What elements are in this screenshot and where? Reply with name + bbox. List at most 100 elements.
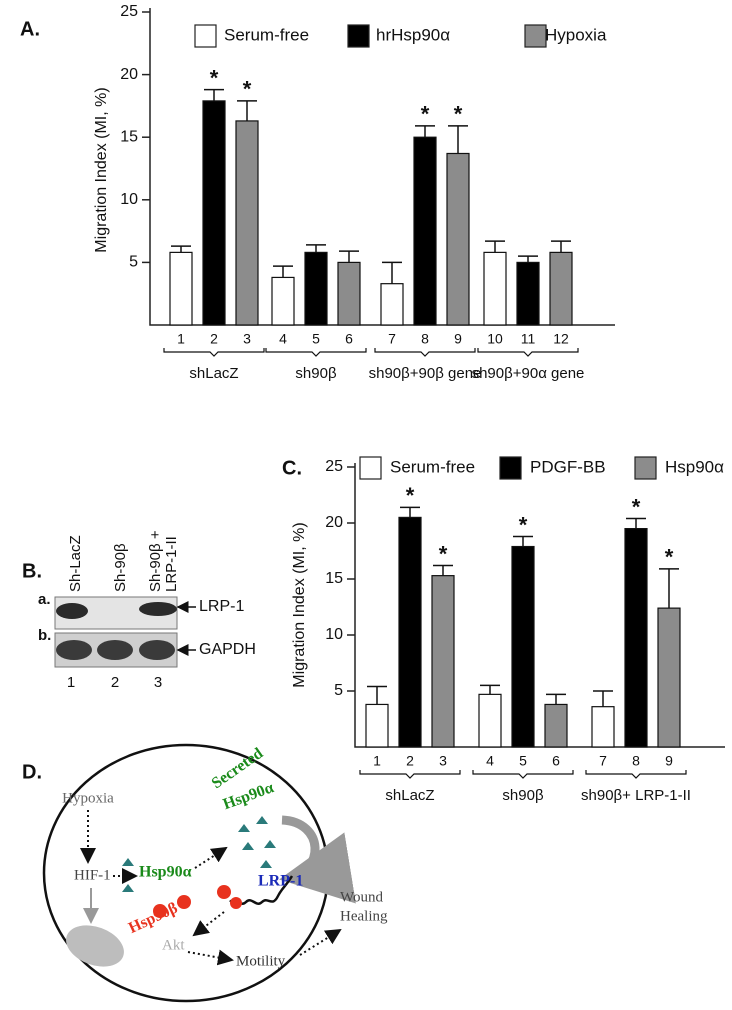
legend-swatch <box>634 456 657 480</box>
lane-label: LRP-1-II <box>163 536 180 592</box>
label: Healing <box>340 908 388 924</box>
icon <box>217 885 231 899</box>
x-tick-label: sh90β+90α gene <box>472 365 585 382</box>
bar <box>478 693 502 748</box>
protein-label: GAPDH <box>199 641 256 658</box>
y-tick-label: 20 <box>120 66 138 83</box>
label: LRP-1 <box>258 873 303 890</box>
bar <box>657 607 681 748</box>
y-tick-label: 10 <box>325 626 343 643</box>
legend-label: Hsp90α <box>665 457 724 476</box>
bar-number: 8 <box>421 331 429 347</box>
bar <box>304 251 328 326</box>
bar-number: 5 <box>519 753 527 769</box>
y-tick-label: 10 <box>120 191 138 208</box>
arrow <box>279 815 356 904</box>
panel-label: C. <box>282 457 302 479</box>
lane-number: 3 <box>154 674 162 691</box>
bar-number: 10 <box>487 331 503 347</box>
bar-number: 1 <box>177 331 185 347</box>
y-tick-label: 25 <box>120 3 138 20</box>
bar <box>591 706 615 748</box>
significance: * <box>243 77 252 102</box>
bar-number: 9 <box>454 331 462 347</box>
legend-label: PDGF-BB <box>530 457 606 476</box>
panel-label: B. <box>22 560 42 582</box>
bar-number: 6 <box>552 753 560 769</box>
bar-number: 4 <box>486 753 494 769</box>
bar-number: 4 <box>279 331 287 347</box>
bar-number: 7 <box>599 753 607 769</box>
label: Hsp90α <box>139 864 192 881</box>
x-tick-label: sh90β <box>502 787 544 804</box>
legend-swatch <box>347 24 370 48</box>
bar <box>549 251 573 326</box>
group-bracket <box>163 348 265 357</box>
label: Akt <box>162 937 185 953</box>
bar-number: 1 <box>373 753 381 769</box>
bar <box>169 251 193 326</box>
bar <box>365 703 389 748</box>
x-tick-label: shLacZ <box>385 787 434 804</box>
bar <box>235 120 259 326</box>
icon <box>153 904 167 918</box>
significance: * <box>632 494 641 519</box>
lane-label: Sh-LacZ <box>67 535 84 592</box>
label: Motility <box>236 953 286 969</box>
bar <box>516 261 540 326</box>
x-tick-label: sh90β <box>295 365 337 382</box>
bar <box>398 516 422 748</box>
significance: * <box>210 65 219 90</box>
legend-swatch <box>499 456 522 480</box>
bar-number: 7 <box>388 331 396 347</box>
nucleus <box>66 925 124 967</box>
panel-label: D. <box>22 761 42 783</box>
bar <box>202 100 226 326</box>
significance: * <box>454 102 463 127</box>
lane-label: Sh-90β + <box>147 530 164 592</box>
legend-label: Serum-free <box>224 25 309 44</box>
bar-number: 2 <box>210 331 218 347</box>
label: Wound <box>340 889 383 905</box>
lane-label: Sh-90β <box>112 543 129 592</box>
band <box>56 603 88 619</box>
bar <box>446 152 470 326</box>
group-bracket <box>477 348 579 357</box>
bar-number: 6 <box>345 331 353 347</box>
row-label: a. <box>38 591 51 608</box>
significance: * <box>439 541 448 566</box>
bar <box>544 703 568 748</box>
icon <box>238 816 276 868</box>
y-tick-label: 5 <box>129 254 138 271</box>
bar-number: 5 <box>312 331 320 347</box>
x-tick-label: sh90β+ LRP-1-II <box>581 787 691 804</box>
bar <box>271 276 295 326</box>
bar-number: 11 <box>521 331 536 347</box>
y-tick-label: 20 <box>325 514 343 531</box>
protein-label: LRP-1 <box>199 598 244 615</box>
arrow <box>187 949 234 966</box>
group-bracket <box>265 348 367 357</box>
bar <box>380 283 404 326</box>
bar-number: 12 <box>553 331 569 347</box>
group-bracket <box>472 770 574 779</box>
icon <box>122 858 134 892</box>
bar <box>483 251 507 326</box>
icon <box>177 895 191 909</box>
bar-number: 9 <box>665 753 673 769</box>
y-axis-label: Migration Index (MI, %) <box>291 522 308 687</box>
bar-number: 3 <box>243 331 251 347</box>
band <box>56 640 92 660</box>
bar <box>337 261 361 326</box>
bar <box>413 136 437 326</box>
bar-number: 3 <box>439 753 447 769</box>
legend-label: Hypoxia <box>545 25 607 44</box>
legend-swatch <box>359 456 382 480</box>
label: HIF-1 <box>74 867 111 883</box>
legend-label: Serum-free <box>390 457 475 476</box>
group-bracket <box>374 348 476 357</box>
legend-swatch <box>194 24 217 48</box>
y-tick-label: 15 <box>120 128 138 145</box>
